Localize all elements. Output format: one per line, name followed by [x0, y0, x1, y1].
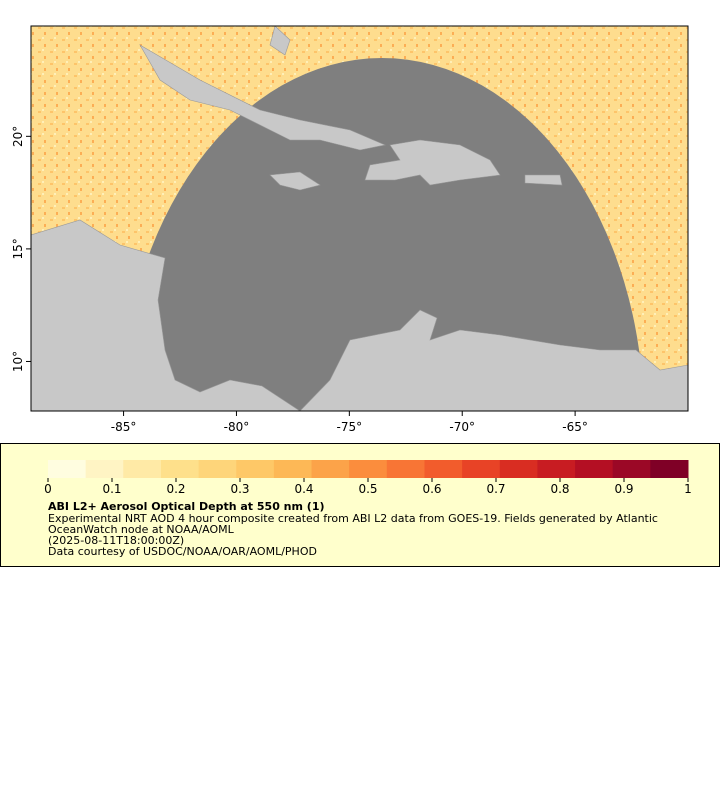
colorbar-cell [650, 460, 689, 478]
colorbar-cell [236, 460, 275, 478]
colorbar-cell [386, 460, 425, 478]
map [31, 26, 688, 411]
colorbar-cell [160, 460, 200, 478]
cuba [139, 44, 387, 151]
colorbar-cell [537, 460, 576, 478]
map-frame [30, 25, 689, 412]
colorbar-cell [273, 460, 313, 478]
colorbar-cell [123, 460, 162, 478]
colorbar-cell [612, 460, 651, 478]
lat-tick-label: 10° [11, 351, 25, 372]
colorbar-cell [462, 460, 501, 478]
lat-tick-label: 15° [11, 238, 25, 259]
caption-line: OceanWatch node at NOAA/AOML [48, 523, 235, 536]
lon-tick-label: -75° [337, 420, 363, 434]
lon-tick-label: -70° [449, 420, 475, 434]
jamaica [269, 171, 321, 191]
colorbar-cell [311, 460, 350, 478]
colorbar-tick-label: 0.3 [230, 482, 249, 496]
colorbar-tick-label: 0.7 [486, 482, 505, 496]
colorbar-cell [499, 460, 538, 478]
colorbar-tick-label: 0.4 [294, 482, 313, 496]
caption-line: (2025-08-11T18:00:00Z) [48, 534, 184, 547]
central-america [31, 219, 301, 411]
colorbar-tick-label: 0.6 [422, 482, 441, 496]
lon-tick-label: -85° [111, 420, 137, 434]
south-america [299, 309, 688, 411]
colorbar-tick-label: 0 [44, 482, 52, 496]
land-shape [269, 26, 291, 56]
land [31, 26, 688, 411]
colorbar-tick-label: 0.9 [614, 482, 633, 496]
caption-line: Data courtesy of USDOC/NOAA/OAR/AOML/PHO… [48, 545, 317, 558]
puerto-rico [524, 174, 563, 186]
hispaniola [364, 139, 501, 186]
colorbar-cell [575, 460, 614, 478]
colorbar-tick-label: 0.1 [102, 482, 121, 496]
colorbar-tick-label: 0.8 [550, 482, 569, 496]
lon-tick-label: -65° [562, 420, 588, 434]
caption-line: Experimental NRT AOD 4 hour composite cr… [48, 512, 658, 525]
no-data-disc [120, 58, 644, 411]
lon-tick-label: -80° [224, 420, 250, 434]
caption-title: ABI L2+ Aerosol Optical Depth at 550 nm … [48, 500, 325, 513]
colorbar-cell [85, 460, 124, 478]
lat-tick-label: 20° [11, 126, 25, 147]
colorbar-tick-label: 0.5 [358, 482, 377, 496]
colorbar-cell [48, 460, 87, 478]
colorbar-cell [198, 460, 237, 478]
colorbar-cell [349, 460, 388, 478]
colorbar-tick-label: 0.2 [166, 482, 185, 496]
colorbar-tick-label: 1 [684, 482, 692, 496]
colorbar-cell [424, 460, 463, 478]
